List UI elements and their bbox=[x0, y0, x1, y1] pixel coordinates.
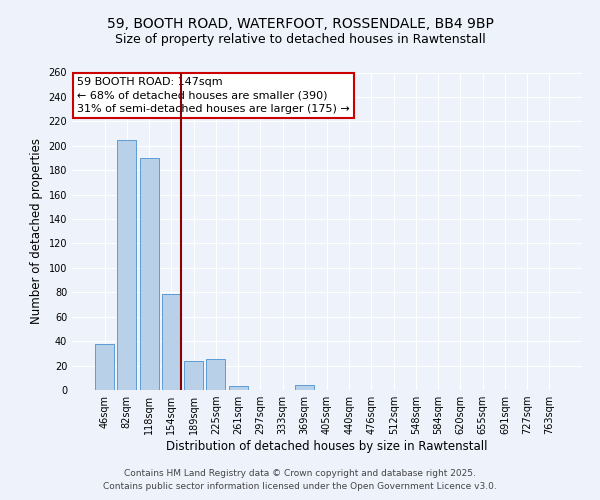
Text: 59 BOOTH ROAD: 147sqm
← 68% of detached houses are smaller (390)
31% of semi-det: 59 BOOTH ROAD: 147sqm ← 68% of detached … bbox=[77, 78, 350, 114]
Text: Contains HM Land Registry data © Crown copyright and database right 2025.: Contains HM Land Registry data © Crown c… bbox=[124, 468, 476, 477]
Text: Size of property relative to detached houses in Rawtenstall: Size of property relative to detached ho… bbox=[115, 32, 485, 46]
X-axis label: Distribution of detached houses by size in Rawtenstall: Distribution of detached houses by size … bbox=[166, 440, 488, 453]
Y-axis label: Number of detached properties: Number of detached properties bbox=[30, 138, 43, 324]
Bar bbox=[162, 294, 181, 390]
Text: Contains public sector information licensed under the Open Government Licence v3: Contains public sector information licen… bbox=[103, 482, 497, 491]
Text: 59, BOOTH ROAD, WATERFOOT, ROSSENDALE, BB4 9BP: 59, BOOTH ROAD, WATERFOOT, ROSSENDALE, B… bbox=[107, 18, 493, 32]
Bar bbox=[140, 158, 158, 390]
Bar bbox=[295, 385, 314, 390]
Bar bbox=[229, 386, 248, 390]
Bar bbox=[118, 140, 136, 390]
Bar bbox=[95, 344, 114, 390]
Bar bbox=[206, 360, 225, 390]
Bar bbox=[184, 360, 203, 390]
